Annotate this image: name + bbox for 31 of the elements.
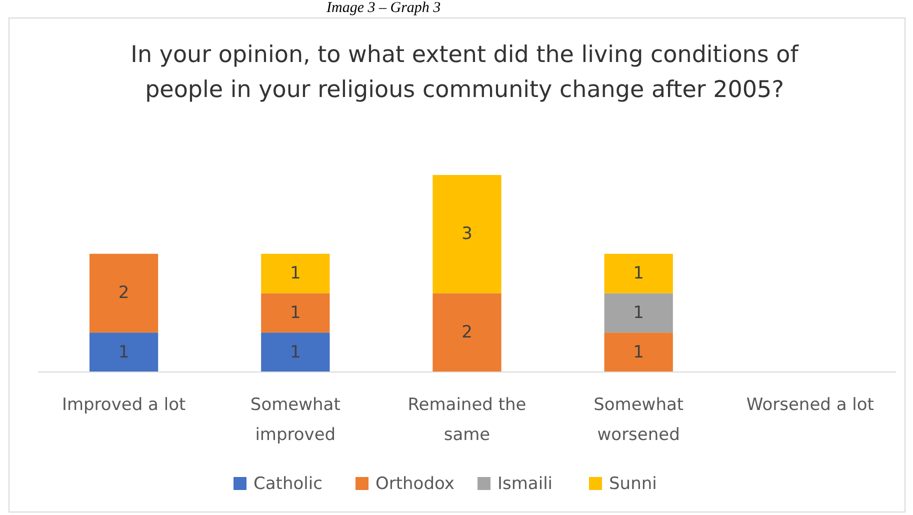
x-tick-label: Remained the same bbox=[408, 395, 526, 445]
data-label: 2 bbox=[462, 322, 472, 343]
data-label: 1 bbox=[290, 342, 301, 362]
x-tick-label: Somewhat improved bbox=[250, 395, 341, 445]
bar bbox=[604, 293, 673, 333]
bar bbox=[432, 175, 502, 294]
legend-label: Catholic bbox=[254, 474, 322, 494]
bar bbox=[261, 293, 330, 333]
data-label: 1 bbox=[633, 302, 644, 323]
bar bbox=[261, 254, 330, 294]
bar bbox=[261, 332, 330, 372]
data-label: 1 bbox=[633, 342, 644, 362]
x-tick-label: Worsened a lot bbox=[746, 395, 874, 415]
bar bbox=[89, 332, 158, 372]
bar bbox=[89, 254, 158, 333]
data-label: 1 bbox=[118, 342, 130, 362]
x-tick-label: Improved a lot bbox=[62, 395, 186, 415]
x-tick-label: Somewhat worsened bbox=[594, 395, 684, 445]
legend-label: Sunni bbox=[609, 474, 657, 494]
data-label: 1 bbox=[290, 302, 301, 323]
bar bbox=[604, 332, 673, 372]
data-label: 2 bbox=[118, 283, 130, 304]
text: Image 3 – Graph 3 bbox=[326, 0, 441, 16]
chart-title: In your opinion, to what extent did the living conditions of people in your religious community change after 2005? bbox=[130, 42, 800, 103]
data-label: 3 bbox=[462, 224, 472, 244]
data-label: 1 bbox=[290, 264, 301, 284]
bar bbox=[604, 254, 673, 294]
data-label: 1 bbox=[633, 264, 644, 284]
bar bbox=[432, 293, 502, 372]
legend-label: Orthodox bbox=[376, 474, 454, 494]
legend-label: Ismaili bbox=[498, 474, 553, 494]
